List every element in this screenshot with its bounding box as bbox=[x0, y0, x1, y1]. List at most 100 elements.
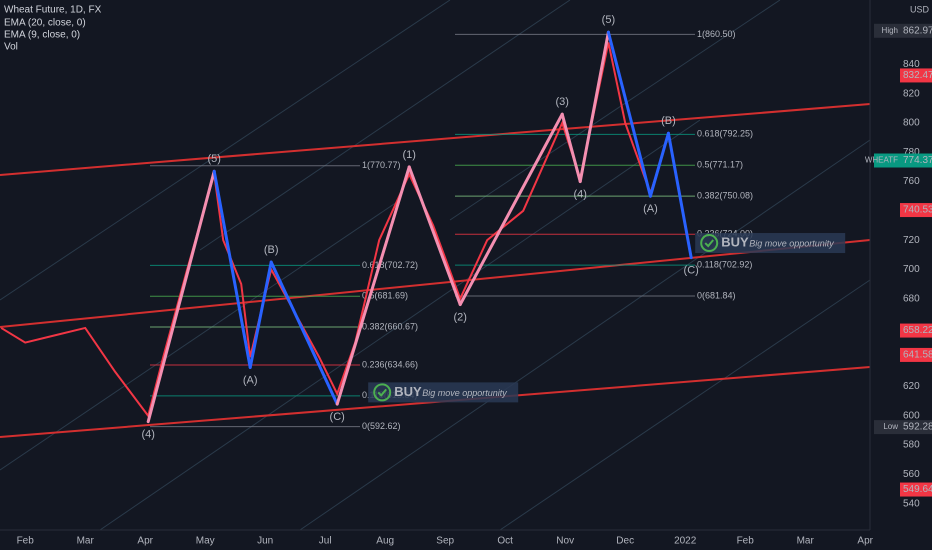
fibonacci: 1(770.77) 0.618(702.72) 0.5(681.69) 0.382(6… bbox=[150, 29, 753, 431]
price-badge-value: 862.97 bbox=[903, 25, 932, 36]
price-badge-value: 658.22 bbox=[903, 325, 932, 336]
callout-box bbox=[695, 233, 846, 254]
fib-label: 0.618(792.25) bbox=[697, 129, 753, 139]
wave-leg bbox=[666, 131, 693, 260]
fib-label: 1(860.50) bbox=[697, 29, 736, 39]
y-tick-label: 780 bbox=[903, 147, 920, 158]
wave-label: (1) bbox=[402, 149, 415, 161]
y-tick-label: 800 bbox=[903, 118, 920, 129]
fib-label: 0.236(634.66) bbox=[362, 359, 418, 369]
callout-label: BUY bbox=[394, 384, 422, 399]
callout-box bbox=[368, 382, 519, 403]
y-tick-label: 600 bbox=[903, 410, 920, 421]
fib-label: 0.382(750.08) bbox=[697, 190, 753, 200]
wave-label: (2) bbox=[453, 311, 466, 323]
indicator: EMA (20, close, 0) bbox=[4, 18, 86, 29]
wave-label: (C) bbox=[330, 411, 345, 423]
y-tick-label: 560 bbox=[903, 469, 920, 480]
wave-leg bbox=[560, 112, 582, 184]
y-tick-label: 820 bbox=[903, 88, 920, 99]
callout-check bbox=[377, 388, 387, 397]
wave-label: (C) bbox=[684, 265, 699, 277]
price-badge-value: 832.47 bbox=[903, 70, 932, 81]
fib-label: 1(770.77) bbox=[362, 160, 401, 170]
wave-label: (B) bbox=[661, 115, 676, 127]
x-tick-label: Feb bbox=[17, 536, 35, 547]
y-tick-label: 680 bbox=[903, 293, 920, 304]
x-tick-label: May bbox=[196, 536, 215, 547]
y-tick-label: 840 bbox=[903, 59, 920, 70]
price-axis bbox=[870, 0, 932, 550]
currency: USD bbox=[910, 4, 930, 14]
x-tick-label: Feb bbox=[737, 536, 755, 547]
wave-label: (5) bbox=[207, 153, 220, 165]
price-badge bbox=[900, 347, 932, 362]
fib-label: 0(592.62) bbox=[362, 421, 401, 431]
wave-leg bbox=[458, 112, 564, 307]
x-tick-label: Mar bbox=[797, 536, 815, 547]
x-tick-label: Mar bbox=[77, 536, 95, 547]
axes: 540 560 580 600 620 680 700 720 760 780 800 820 840 F… bbox=[17, 23, 932, 547]
price-badge bbox=[900, 420, 932, 435]
x-tick-label: Sep bbox=[436, 536, 454, 547]
wave-leg bbox=[578, 30, 610, 184]
x-tick-label: Nov bbox=[556, 536, 574, 547]
callout-note: Big move opportunity bbox=[422, 388, 507, 398]
x-tick-label: Apr bbox=[857, 536, 873, 547]
diagonals bbox=[0, 0, 871, 531]
wave-leg bbox=[648, 131, 670, 198]
fib-label: 0(681.84) bbox=[697, 290, 736, 300]
price-badge-value: 549.64 bbox=[903, 484, 932, 495]
x-tick-label: Oct bbox=[497, 536, 513, 547]
wave-label: (4) bbox=[141, 429, 154, 441]
price-badge bbox=[900, 323, 932, 338]
price-badge-name: High bbox=[882, 26, 898, 35]
fib-label: 0.118(702.92) bbox=[697, 259, 752, 269]
price-badge bbox=[900, 203, 932, 218]
fib-label: 0.5(771.17) bbox=[697, 160, 743, 170]
y-tick-label: 700 bbox=[903, 264, 920, 275]
wave-leg bbox=[212, 169, 252, 369]
callout-check bbox=[704, 239, 714, 248]
price-badge bbox=[900, 153, 932, 168]
price-badge-name: Low bbox=[883, 422, 898, 431]
callout-icon bbox=[700, 234, 719, 253]
price-badge-value: 641.58 bbox=[903, 350, 932, 361]
y-tick-label: 720 bbox=[903, 235, 920, 246]
wave-label: (A) bbox=[643, 203, 658, 215]
wave-label: (4) bbox=[573, 188, 586, 200]
price-badge bbox=[900, 482, 932, 497]
fib-label: 0.5(681.69) bbox=[362, 291, 408, 301]
wave-label: (A) bbox=[243, 374, 258, 386]
indicator: EMA (9, close, 0) bbox=[4, 30, 80, 41]
price-badge-value: 592.28 bbox=[903, 422, 932, 433]
wave-leg bbox=[335, 165, 411, 406]
chart-title: Wheat Future, 1D, FX bbox=[4, 5, 102, 16]
x-tick-label: Jul bbox=[319, 536, 332, 547]
wave-leg bbox=[269, 260, 339, 406]
price-badge-name-box bbox=[874, 153, 900, 168]
plot: (4) (5) (A) (B) (C) (1) (2) (3) (4) (5) (A) (B) (C) B… bbox=[0, 14, 846, 441]
wave-leg bbox=[606, 30, 652, 198]
y-tick-label: 760 bbox=[903, 176, 920, 187]
price-badge bbox=[900, 23, 932, 38]
price-badge-name: WHEATF bbox=[865, 156, 898, 165]
wave-label: (3) bbox=[555, 96, 568, 108]
x-tick-label: Dec bbox=[616, 536, 634, 547]
y-tick-label: 580 bbox=[903, 440, 920, 451]
callout-icon bbox=[373, 383, 392, 402]
price-badge-name-box bbox=[874, 23, 900, 38]
x-tick-label: Aug bbox=[376, 536, 394, 547]
wave-label: (5) bbox=[602, 14, 615, 26]
wave-label: (B) bbox=[264, 244, 279, 256]
price-badge-value: 740.53 bbox=[903, 205, 932, 216]
y-tick-label: 620 bbox=[903, 381, 920, 392]
x-tick-label: 2022 bbox=[674, 536, 697, 547]
wave-leg bbox=[146, 169, 216, 424]
price-badge-value: 774.37 bbox=[903, 155, 932, 166]
x-tick-label: Apr bbox=[137, 536, 153, 547]
y-tick-label: 540 bbox=[903, 498, 920, 509]
